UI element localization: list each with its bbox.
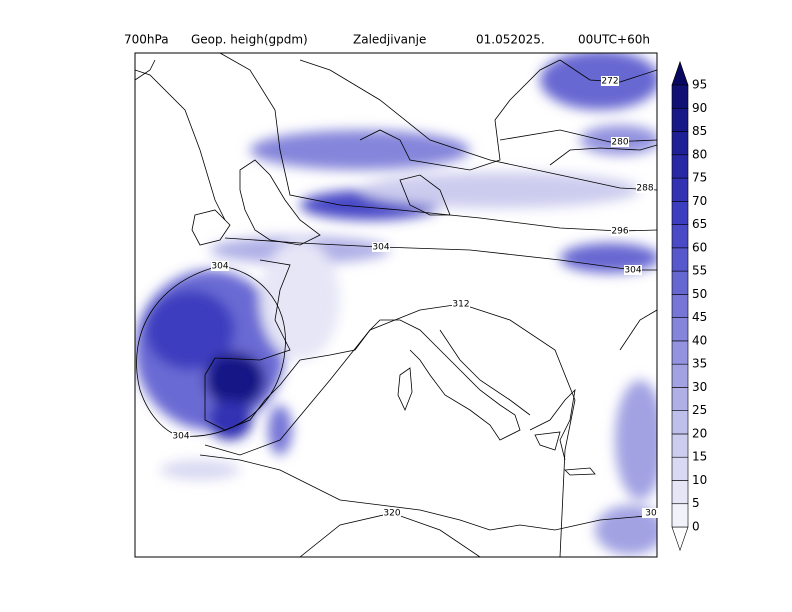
contour-label: 296 <box>611 227 628 237</box>
colorbar-label: 0 <box>692 520 700 534</box>
contour-label: 320 <box>383 509 400 519</box>
colorbar-label: 45 <box>692 310 707 324</box>
colorbar-box <box>671 247 689 272</box>
colorbar-label: 20 <box>692 426 707 440</box>
colorbar-box <box>671 387 689 411</box>
colorbar-label: 70 <box>692 194 707 208</box>
colorbar-label: 40 <box>692 333 707 347</box>
colorbar-box <box>671 177 689 202</box>
colorbar-box <box>671 154 689 179</box>
colorbar-label: 80 <box>692 147 707 161</box>
colorbar-box <box>671 363 689 388</box>
colorbar-box <box>671 317 689 342</box>
contour-label-bg <box>211 261 229 271</box>
contour-label: 304 <box>172 432 189 442</box>
colorbar-box <box>671 107 689 132</box>
colorbar-box <box>671 480 689 505</box>
colorbar-label: 10 <box>692 473 707 487</box>
coastlines <box>135 59 657 531</box>
colorbar-label: 95 <box>692 78 707 92</box>
contour-label: 304 <box>211 262 228 272</box>
colorbar-box <box>671 456 689 481</box>
colorbar-label: 35 <box>692 357 707 371</box>
contour-label-bg <box>601 76 619 86</box>
colorbar-label: 25 <box>692 403 707 417</box>
title-part: Zaledjivanje <box>353 33 426 47</box>
colorbar-over <box>671 60 689 86</box>
title-part: 01.052025. <box>476 33 545 47</box>
contour-label-bg <box>636 183 654 193</box>
colorbar-box <box>671 270 689 295</box>
contour-label-bg <box>611 226 629 236</box>
colorbar-label: 60 <box>692 240 707 254</box>
contour-label-bg <box>611 137 629 147</box>
contour-label-bg <box>452 299 470 309</box>
colorbar-label: 15 <box>692 450 707 464</box>
colorbar-box <box>671 410 689 435</box>
colorbar-box <box>671 340 689 365</box>
colorbar-label: 65 <box>692 217 707 231</box>
colorbar-under <box>671 526 689 552</box>
title-part: Geop. heigh(gpdm) <box>191 33 308 47</box>
contour-label: 288 <box>636 184 653 194</box>
colorbar-label: 75 <box>692 171 707 185</box>
colorbar-box <box>671 433 689 458</box>
title-part: 700hPa <box>124 33 169 47</box>
contour-label-bg <box>372 242 390 252</box>
colorbar-box <box>671 294 689 318</box>
contour-label-bg <box>624 265 642 275</box>
contour-label: 272 <box>601 77 618 87</box>
contour-label-bg <box>172 431 190 441</box>
colorbar-box <box>671 131 689 156</box>
contour-label: 30 <box>645 509 657 519</box>
colorbar-box <box>671 503 689 528</box>
colorbar-box <box>671 84 689 109</box>
colorbar-box <box>671 224 689 249</box>
colorbar-box <box>671 201 689 225</box>
colorbar-label: 90 <box>692 101 707 115</box>
map-frame <box>134 52 658 558</box>
contour-label-bg <box>383 508 401 518</box>
contour-label: 280 <box>611 138 628 148</box>
contour-label: 304 <box>624 266 641 276</box>
colorbar-label: 85 <box>692 124 707 138</box>
contour-label: 304 <box>372 243 389 253</box>
colorbar-label: 30 <box>692 380 707 394</box>
colorbar-label: 5 <box>692 496 700 510</box>
colorbar-label: 50 <box>692 287 707 301</box>
contour-label: 312 <box>452 300 469 310</box>
contour-label-bg <box>642 508 660 518</box>
title-part: 00UTC+60h <box>578 33 650 47</box>
colorbar-label: 55 <box>692 264 707 278</box>
